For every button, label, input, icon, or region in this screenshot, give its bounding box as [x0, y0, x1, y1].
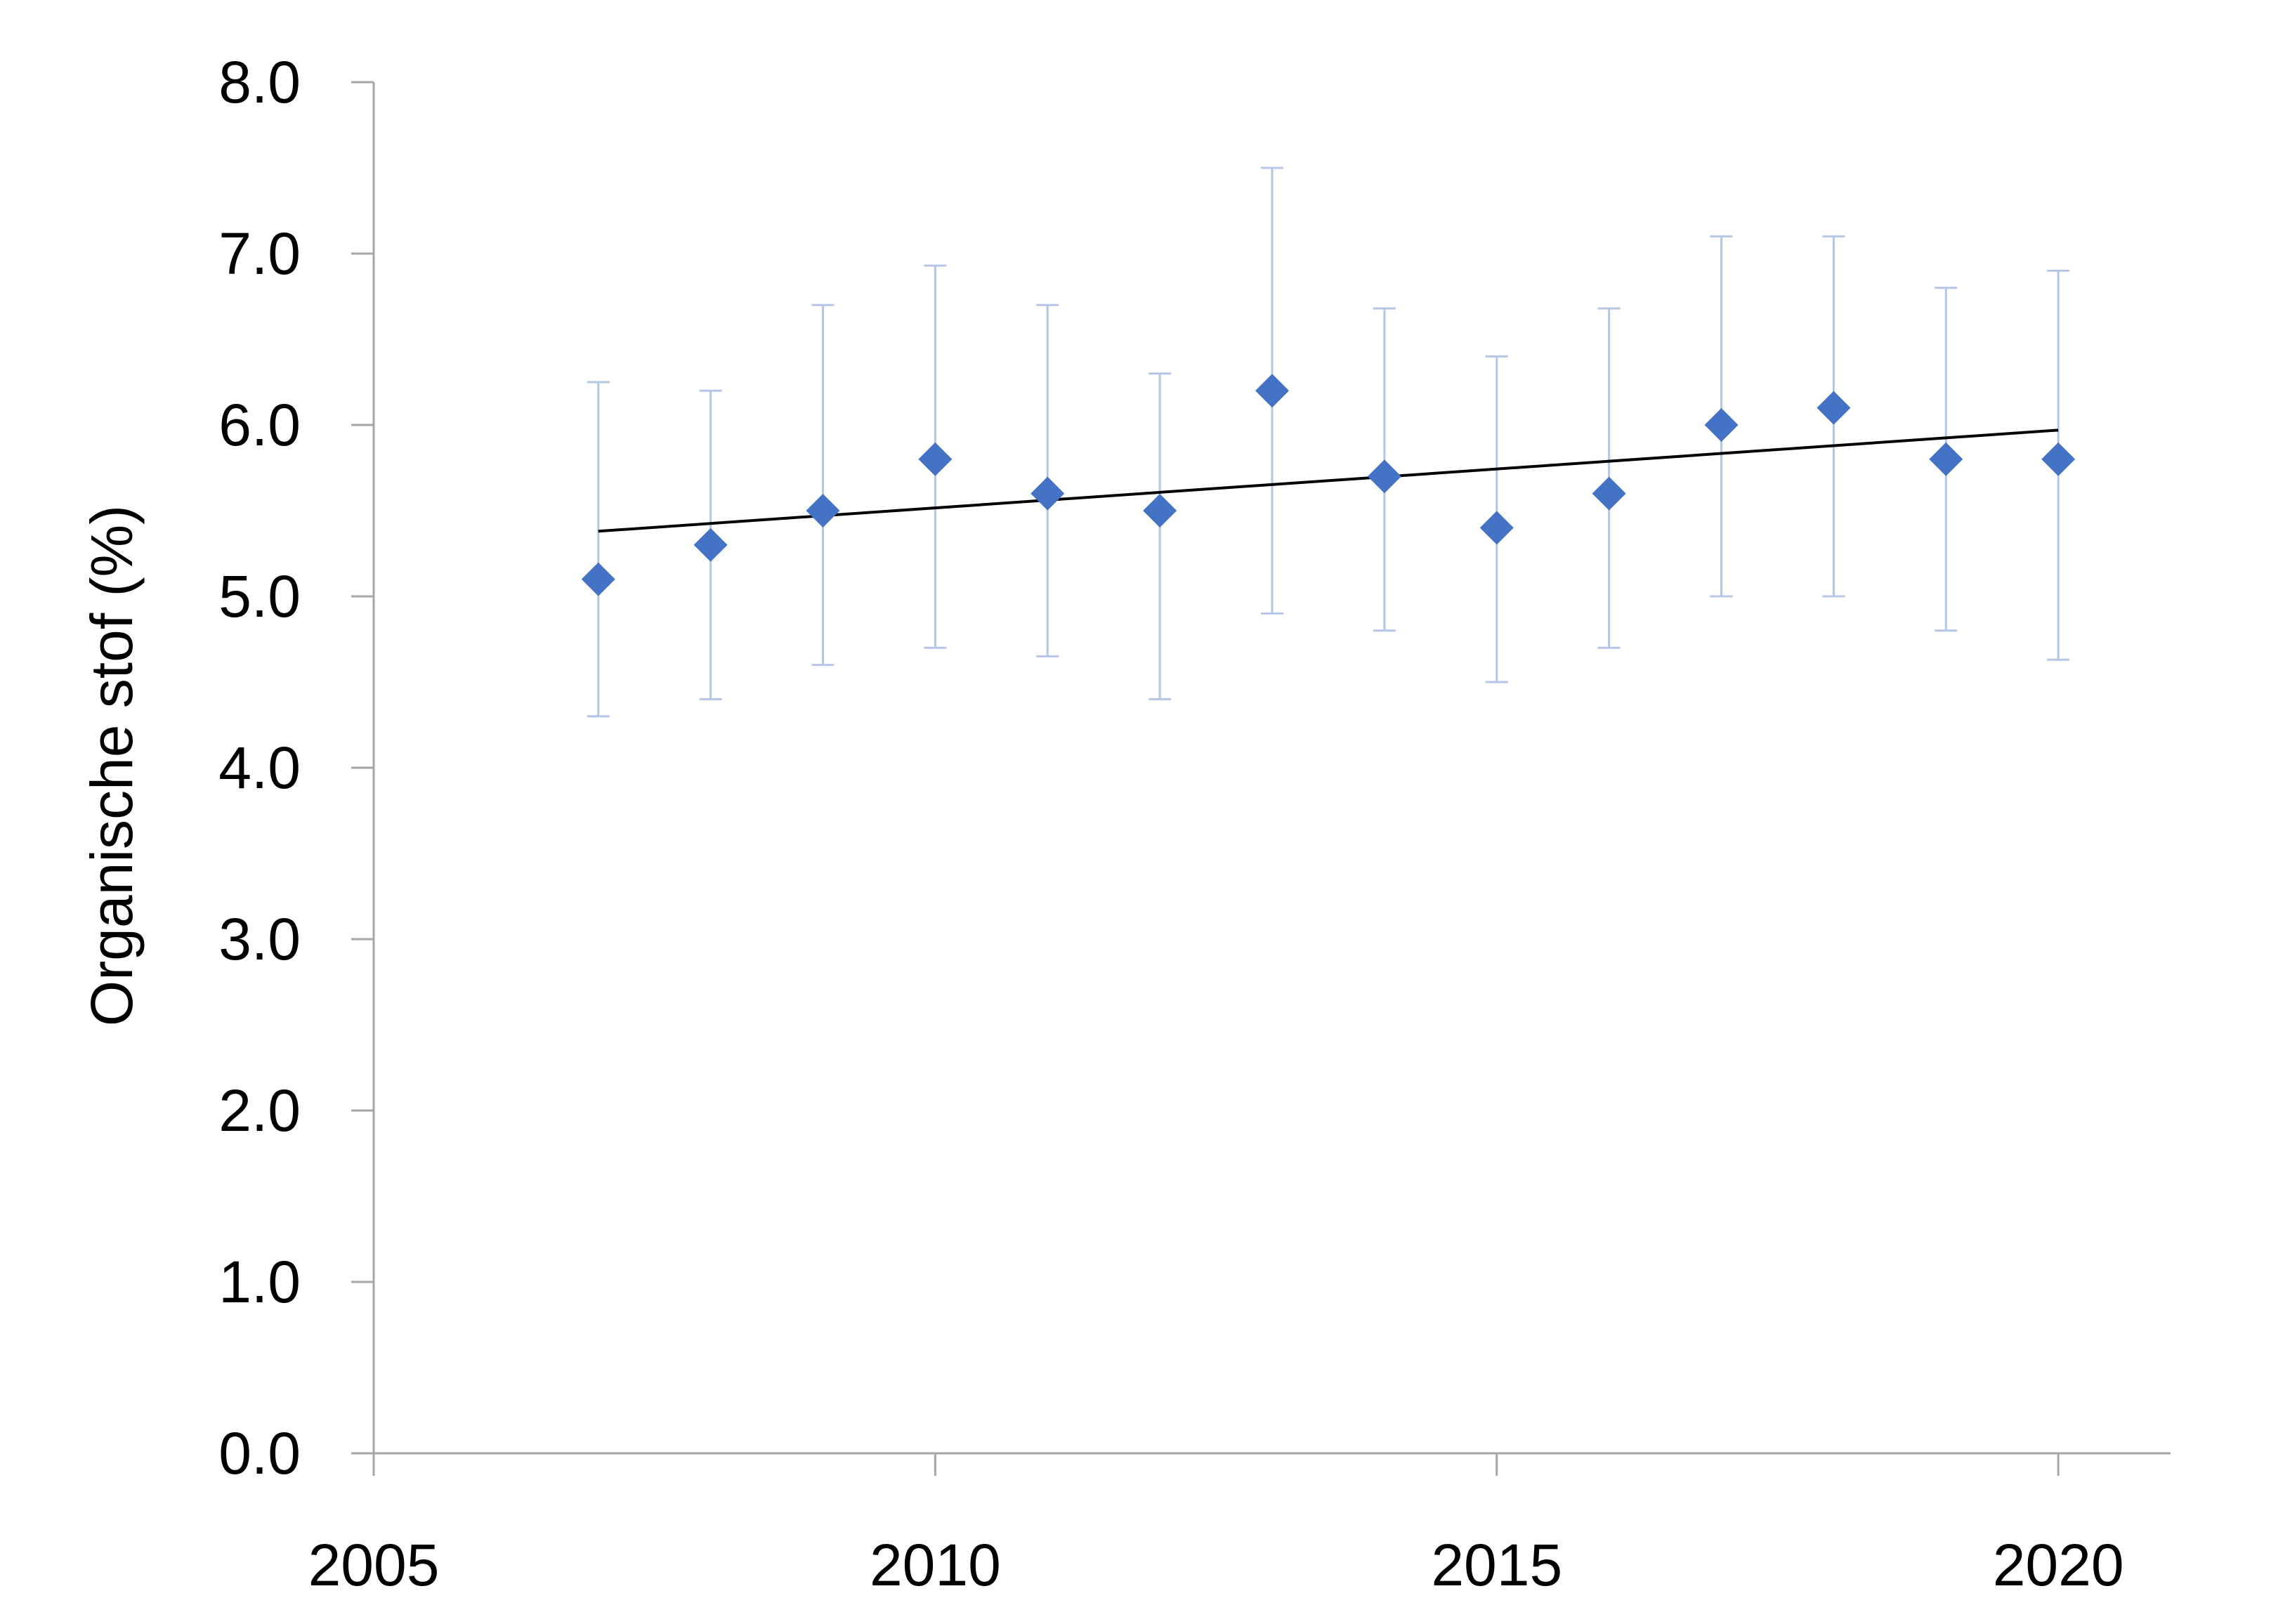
y-tick-label: 1.0	[218, 1249, 301, 1315]
data-point	[918, 442, 953, 476]
data-point	[806, 494, 840, 528]
data-point	[1143, 494, 1177, 528]
y-tick-label: 6.0	[218, 392, 301, 458]
y-axis-title: Organische stof (%)	[79, 505, 145, 1026]
data-point	[1704, 408, 1739, 442]
y-tick-label: 7.0	[218, 221, 301, 287]
data-points	[581, 374, 2076, 596]
x-tick-label: 2020	[1993, 1532, 2124, 1598]
data-point	[1592, 476, 1626, 511]
y-tick-label: 4.0	[218, 735, 301, 801]
y-tick-label: 5.0	[218, 563, 301, 629]
y-tick-label: 8.0	[218, 49, 301, 115]
tick-labels: 0.0 1.0 2.0 3.0 4.0 5.0 6.0 7.0 8.0 2005 2010 2015 2…	[218, 49, 2124, 1598]
data-point	[581, 562, 615, 596]
trendline-layer	[598, 428, 2059, 533]
x-tick-label: 2015	[1431, 1532, 1562, 1598]
data-point	[2041, 442, 2076, 476]
data-point	[1817, 391, 1851, 425]
data-point	[1929, 442, 1963, 476]
data-point	[693, 528, 728, 562]
x-tick-label: 2005	[308, 1532, 440, 1598]
trendline	[598, 428, 2059, 533]
y-tick-label: 0.0	[218, 1420, 301, 1486]
data-point	[1367, 459, 1401, 494]
y-tick-label: 3.0	[218, 906, 301, 972]
y-tick-label: 2.0	[218, 1078, 301, 1144]
error-bars	[587, 166, 2070, 718]
data-point	[1255, 374, 1289, 408]
axes	[351, 81, 2171, 1476]
data-point	[1479, 511, 1514, 545]
x-tick-label: 2010	[870, 1532, 1001, 1598]
data-point	[1030, 476, 1065, 511]
